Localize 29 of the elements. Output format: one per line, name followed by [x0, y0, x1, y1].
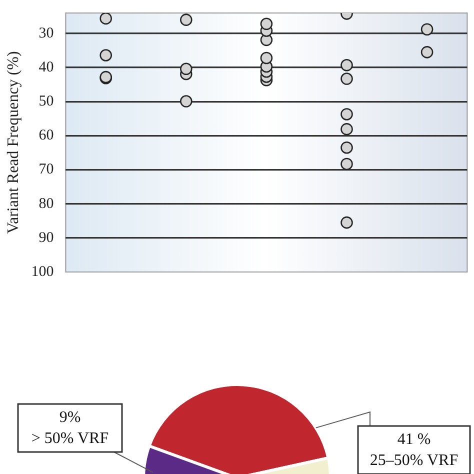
- point: [180, 62, 192, 76]
- point: [340, 123, 353, 136]
- point: [340, 216, 353, 229]
- slice-label: > 50% VRF: [31, 430, 109, 448]
- data-label: 41 %: [397, 431, 431, 448]
- y-tick-label: 100: [31, 264, 54, 280]
- data-label: 9%: [59, 409, 81, 426]
- point: [420, 23, 434, 36]
- y-tick-label: 70: [38, 162, 54, 178]
- y-tick-label: 60: [38, 128, 54, 144]
- point: [100, 13, 112, 25]
- y-tick-label: 30: [38, 25, 54, 42]
- point: [180, 14, 192, 26]
- y-tick-label: 50: [38, 94, 54, 110]
- point: [260, 52, 273, 64]
- point: [340, 158, 353, 170]
- y-tick-label: 80: [38, 196, 54, 212]
- slice-label: 25–50% VRF: [370, 452, 458, 470]
- y-tick-label: 90: [38, 230, 54, 246]
- point: [340, 141, 353, 154]
- point: [340, 58, 353, 72]
- point: [340, 108, 353, 120]
- point: [340, 72, 353, 85]
- y-tick-label: 40: [38, 59, 54, 76]
- y-axis-title: Variant Read Frequency (%): [4, 51, 22, 234]
- point: [260, 18, 273, 30]
- point: [100, 49, 112, 62]
- point: [420, 46, 434, 58]
- point: [180, 95, 192, 108]
